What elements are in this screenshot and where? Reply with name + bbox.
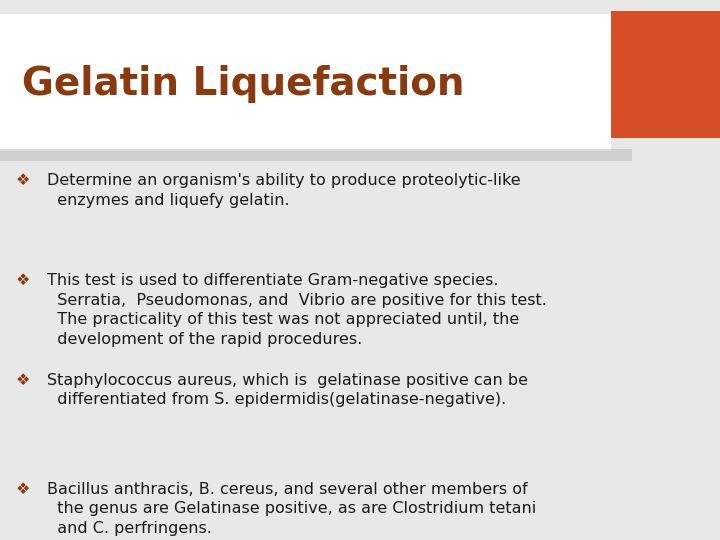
Text: Determine an organism's ability to produce proteolytic-like
  enzymes and liquef: Determine an organism's ability to produ… bbox=[47, 173, 521, 207]
Text: Gelatin Liquefaction: Gelatin Liquefaction bbox=[22, 65, 464, 103]
Text: Bacillus anthracis, B. cereus, and several other members of
  the genus are Gela: Bacillus anthracis, B. cereus, and sever… bbox=[47, 482, 536, 536]
Text: Staphylococcus aureus, which is  gelatinase positive can be
  differentiated fro: Staphylococcus aureus, which is gelatina… bbox=[47, 373, 528, 407]
FancyBboxPatch shape bbox=[0, 149, 632, 161]
Text: This test is used to differentiate Gram-negative species.
  Serratia,  Pseudomon: This test is used to differentiate Gram-… bbox=[47, 273, 546, 347]
Text: ❖: ❖ bbox=[16, 173, 30, 188]
FancyBboxPatch shape bbox=[611, 11, 720, 138]
FancyBboxPatch shape bbox=[0, 14, 611, 151]
Text: ❖: ❖ bbox=[16, 482, 30, 497]
Text: ❖: ❖ bbox=[16, 373, 30, 388]
Text: ❖: ❖ bbox=[16, 273, 30, 288]
